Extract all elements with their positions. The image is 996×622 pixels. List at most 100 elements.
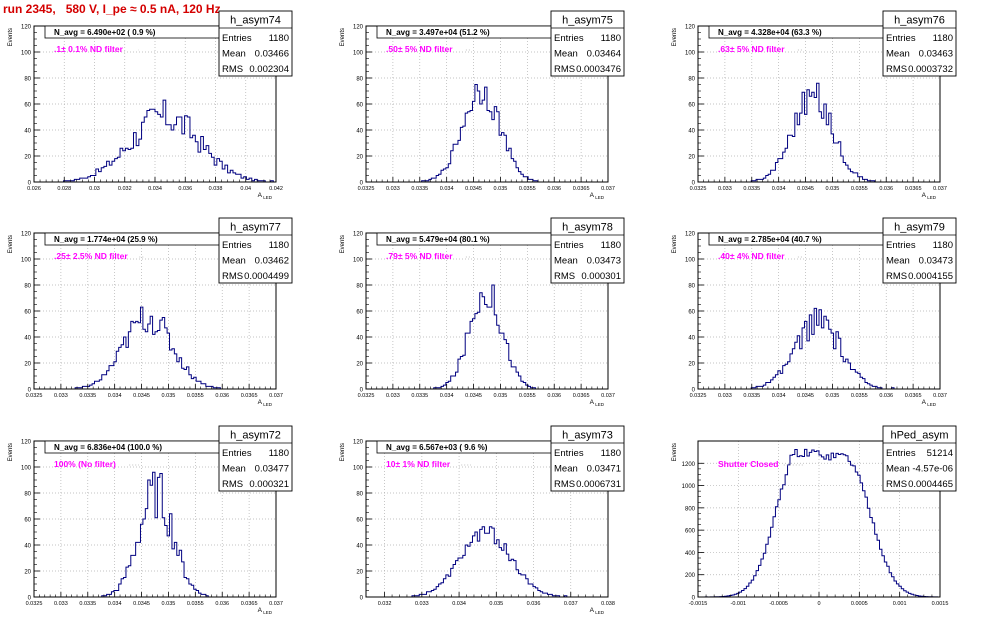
y-tick-label: 0 [28, 388, 32, 394]
x-tick-label: 0.0335 [743, 186, 760, 192]
stats-mean-value: 0.03473 [919, 256, 953, 267]
x-tick-label: 0.032 [118, 186, 132, 192]
navg-label: N_avg = 4.328e+04 (63.3 %) [718, 28, 822, 37]
navg-label: N_avg = 6.490e+02 ( 0.9 %) [54, 28, 156, 37]
stats-entries-value: 1180 [601, 33, 621, 44]
stats-rms-label: RMS [554, 271, 575, 282]
y-tick-label: 20 [688, 362, 695, 368]
filter-annotation: .40± 4% ND filter [718, 251, 785, 261]
x-tick-label: 0.034 [108, 393, 122, 399]
stats-mean-label: Mean [886, 49, 910, 60]
stats-box [882, 425, 957, 492]
stats-mean-value: -4.57e-06 [912, 464, 953, 475]
histogram-svg: 0 200 400 600 800 1000 1200 -0.0015 -0.001 -0.000… [672, 425, 957, 607]
x-tick-label: 0.0355 [519, 186, 536, 192]
x-tick-label: 0.032 [378, 601, 392, 607]
stats-entries-value: 1180 [933, 33, 953, 44]
x-tick-label: 0.035 [826, 393, 840, 399]
x-tick-label: 0.037 [601, 186, 615, 192]
x-tick-label: 0.036 [215, 393, 229, 399]
y-tick-label: 100 [21, 258, 32, 264]
y-tick-label: 100 [353, 258, 364, 264]
y-tick-label: 0 [360, 388, 364, 394]
stats-title: h_asym76 [894, 15, 945, 27]
page-title: run 2345, 580 V, I_pe ≈ 0.5 nA, 120 Hz [3, 2, 221, 16]
y-axis-label: Events [8, 28, 14, 46]
stats-mean-value: 0.03471 [587, 464, 621, 475]
stats-entries-value: 1180 [269, 448, 289, 459]
y-tick-label: 200 [685, 573, 696, 579]
x-tick-label: 0.0365 [573, 393, 590, 399]
stats-entries-label: Entries [222, 240, 252, 251]
filter-annotation: .1± 0.1% ND filter [54, 44, 124, 54]
navg-label: N_avg = 3.497e+04 (51.2 %) [386, 28, 490, 37]
histogram-panel-h_asym74: 0 20 40 60 80 100 120 0.026 0.028 0.03 0.032 0.034 0… [0, 0, 332, 207]
y-tick-label: 40 [688, 336, 695, 342]
stats-entries-label: Entries [222, 448, 252, 459]
y-tick-label: 1000 [682, 484, 696, 490]
stats-entries-value: 1180 [933, 240, 953, 251]
stats-mean-label: Mean [222, 49, 246, 60]
y-tick-label: 80 [356, 284, 363, 290]
x-tick-label: 0.034 [440, 186, 454, 192]
stats-mean-label: Mean [554, 49, 578, 60]
stats-entries-label: Entries [554, 33, 584, 44]
y-tick-label: 1200 [682, 462, 696, 468]
histogram-panel-h_asym76: 0 20 40 60 80 100 120 0.0325 0.033 0.0335 0.034 0.0… [664, 0, 996, 207]
x-tick-label: 0.0335 [411, 393, 428, 399]
histogram-svg: 0 20 40 60 80 100 120 0.0325 0.033 0.0335 0.034 0.0… [340, 217, 625, 407]
filter-annotation: Shutter Closed [718, 459, 778, 469]
x-tick-label: 0.035 [489, 601, 503, 607]
stats-rms-label: RMS [554, 64, 575, 75]
x-tick-label: -0.001 [731, 601, 747, 607]
stats-mean-label: Mean [886, 256, 910, 267]
stats-title: h_asym75 [562, 15, 613, 27]
x-tick-label: 0.036 [879, 393, 893, 399]
navg-label: N_avg = 1.774e+04 (25.9 %) [54, 235, 158, 244]
stats-mean-value: 0.03473 [587, 256, 621, 267]
x-axis-label: A LED [258, 607, 273, 615]
y-tick-label: 120 [21, 440, 32, 446]
y-tick-label: 400 [685, 551, 696, 557]
x-tick-label: 0.037 [933, 186, 947, 192]
x-tick-label: 0.035 [826, 186, 840, 192]
histogram-svg: 0 20 40 60 80 100 120 0.026 0.028 0.03 0.032 0.034 0… [8, 10, 293, 200]
stats-rms-value: 0.0004465 [908, 479, 953, 490]
stats-title: h_asym74 [230, 15, 281, 27]
y-axis-label: Events [672, 235, 678, 253]
y-axis-label: Events [8, 235, 14, 253]
y-tick-label: 40 [24, 544, 31, 550]
y-tick-label: 60 [24, 518, 31, 524]
x-tick-label: 0.037 [564, 601, 578, 607]
x-tick-label: 0.037 [601, 393, 615, 399]
x-tick-label: 0.0355 [519, 393, 536, 399]
stats-box [218, 10, 293, 77]
x-tick-label: 0.0365 [905, 393, 922, 399]
filter-annotation: .50± 5% ND filter [386, 44, 453, 54]
y-tick-label: 20 [356, 155, 363, 161]
y-axis-label: Events [672, 443, 678, 461]
filter-annotation: .79± 5% ND filter [386, 251, 453, 261]
stats-box [882, 217, 957, 284]
y-tick-label: 20 [24, 570, 31, 576]
stats-mean-label: Mean [222, 256, 246, 267]
stats-rms-value: 0.002304 [249, 64, 289, 75]
x-tick-label: 0.0365 [573, 186, 590, 192]
stats-entries-label: Entries [886, 33, 916, 44]
stats-rms-value: 0.0004499 [244, 271, 289, 282]
histogram-svg: 0 20 40 60 80 100 120 0.0325 0.033 0.0335 0.034 0.0… [8, 217, 293, 407]
x-tick-label: 0.035 [162, 601, 176, 607]
histogram-svg: 0 20 40 60 80 100 120 0.0325 0.033 0.0335 0.034 0.0… [340, 10, 625, 200]
x-tick-label: 0.0345 [465, 393, 482, 399]
y-axis-label: Events [8, 443, 14, 461]
stats-mean-label: Mean [222, 464, 246, 475]
histogram-panel-h_asym75: 0 20 40 60 80 100 120 0.0325 0.033 0.0335 0.034 0.0… [332, 0, 664, 207]
navg-label: N_avg = 2.785e+04 (40.7 %) [718, 235, 822, 244]
x-tick-label: 0.034 [772, 393, 786, 399]
x-tick-label: 0.034 [148, 186, 162, 192]
y-tick-label: 60 [688, 103, 695, 109]
x-tick-label: 0.0365 [241, 393, 258, 399]
stats-entries-value: 51214 [927, 448, 953, 459]
y-tick-label: 40 [24, 336, 31, 342]
